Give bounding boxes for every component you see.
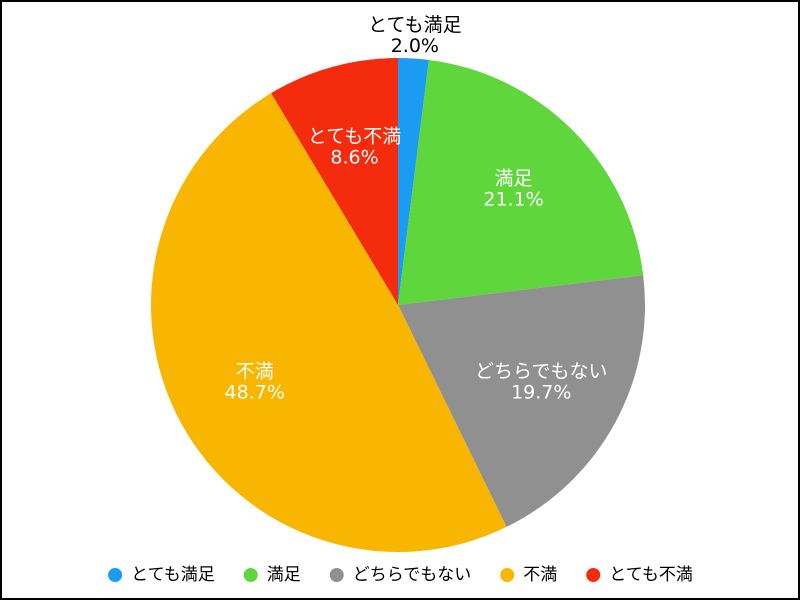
legend-marker (108, 568, 123, 582)
legend-marker (500, 568, 515, 582)
pie-slice (150, 93, 507, 553)
slice-label: とても不満 (308, 125, 401, 147)
legend-label: どちらでもない (353, 565, 472, 585)
slice-value: 21.1% (483, 188, 543, 210)
slice-label: 満足 (495, 167, 533, 189)
pie-slice (398, 275, 645, 527)
slice-label: 不満 (236, 360, 274, 382)
slice-label: とても満足 (368, 14, 461, 36)
pie-slice (398, 58, 429, 305)
slice-value: 8.6% (330, 146, 378, 168)
slice-value: 48.7% (225, 381, 285, 403)
legend-label: 不満 (523, 565, 557, 585)
legend-marker (243, 568, 258, 582)
pie-slice (398, 59, 644, 305)
pie-slice (271, 58, 398, 305)
legend: とても満足 満足 どちらでもない 不満 とても不満 (108, 565, 693, 585)
legend-label: とても不満 (609, 565, 693, 585)
legend-marker (586, 568, 601, 582)
legend-label: 満足 (267, 565, 301, 585)
slice-value: 19.7% (511, 381, 571, 403)
slice-value: 2.0% (391, 35, 439, 57)
legend-marker (329, 568, 344, 582)
slice-label: どちらでもない (475, 360, 607, 382)
legend-label: とても満足 (131, 565, 215, 585)
